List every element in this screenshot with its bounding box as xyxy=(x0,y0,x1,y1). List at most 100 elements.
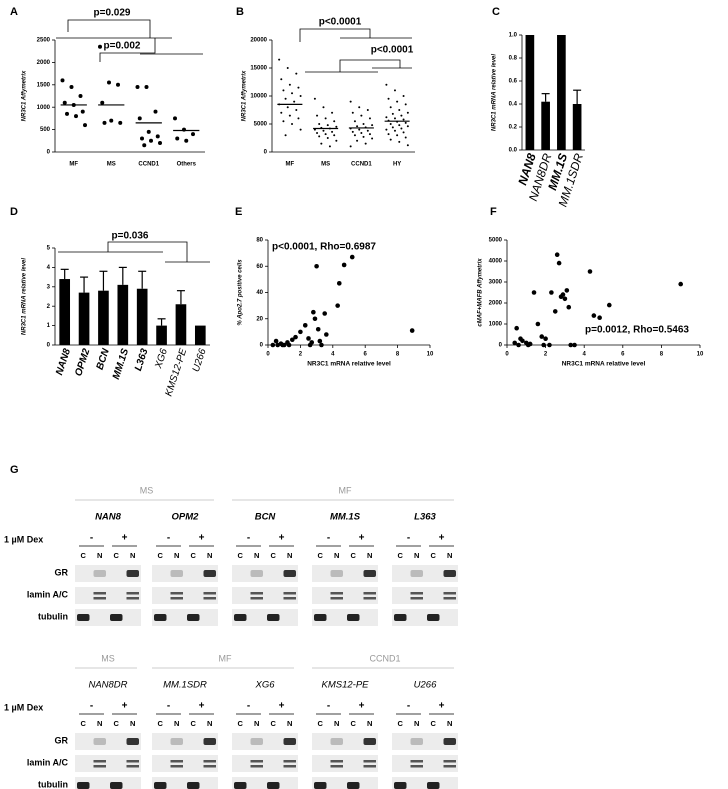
data-point xyxy=(313,97,316,100)
data-point xyxy=(297,117,300,120)
data-point xyxy=(306,336,311,341)
data-point xyxy=(295,72,298,75)
blot-band xyxy=(314,782,327,789)
blot-band xyxy=(283,570,296,577)
y-tick-label: 4 xyxy=(47,265,51,271)
blot-band xyxy=(330,570,343,577)
data-point xyxy=(393,117,396,120)
y-tick-label: 0.0 xyxy=(509,148,518,154)
data-point xyxy=(336,281,342,286)
data-point xyxy=(543,336,548,342)
y-tick-label: 4000 xyxy=(489,259,503,265)
treatment-label: + xyxy=(359,701,365,712)
data-point xyxy=(406,144,409,147)
data-point xyxy=(554,252,560,257)
y-tick-label: 20000 xyxy=(250,38,267,44)
data-point xyxy=(78,94,83,98)
blot-strip xyxy=(75,587,141,604)
x-tick-label: 10 xyxy=(697,352,704,358)
blot-strip xyxy=(232,587,298,604)
data-point xyxy=(356,125,359,128)
y-tick-label: 0 xyxy=(499,343,503,349)
x-tick-label: 8 xyxy=(396,352,400,358)
data-point xyxy=(328,145,331,148)
data-point xyxy=(404,136,407,139)
fraction-label: N xyxy=(207,551,212,560)
fraction-label: N xyxy=(130,551,135,560)
blot-band xyxy=(443,592,456,595)
y-tick-label: 60 xyxy=(256,264,263,270)
data-point xyxy=(331,130,334,133)
fraction-label: C xyxy=(431,719,437,728)
panel-label: A xyxy=(10,6,18,18)
data-point xyxy=(402,131,405,134)
fraction-label: N xyxy=(174,551,179,560)
row-label: GR xyxy=(55,735,69,745)
data-point xyxy=(409,328,415,333)
data-point xyxy=(65,111,69,116)
data-point xyxy=(100,100,105,105)
data-point xyxy=(400,114,403,117)
bar xyxy=(541,101,550,150)
data-point xyxy=(587,269,593,274)
blot-band xyxy=(234,782,247,789)
y-tick-label: 500 xyxy=(40,127,51,133)
blot-band xyxy=(363,570,376,577)
panel-label: B xyxy=(236,6,244,18)
data-point xyxy=(404,103,407,106)
data-point xyxy=(566,304,572,310)
blot-strip xyxy=(392,565,458,582)
data-point xyxy=(389,106,392,109)
data-point xyxy=(387,133,390,136)
blot-strip xyxy=(232,777,298,789)
data-point xyxy=(398,140,401,143)
data-point xyxy=(556,260,562,266)
data-point xyxy=(102,120,107,125)
data-point xyxy=(284,134,287,137)
data-point xyxy=(290,337,295,343)
data-point xyxy=(597,315,602,321)
data-point xyxy=(385,83,388,86)
data-point xyxy=(316,114,319,117)
treatment-label: - xyxy=(407,533,410,544)
blot-band xyxy=(283,592,296,595)
blot-band xyxy=(203,570,216,577)
blot-band xyxy=(126,760,139,763)
data-point xyxy=(297,86,300,89)
data-point xyxy=(307,342,313,348)
fraction-label: C xyxy=(318,551,324,560)
data-point xyxy=(568,342,573,348)
data-point xyxy=(360,114,363,117)
fraction-label: C xyxy=(351,719,357,728)
blot-band xyxy=(410,570,423,577)
data-point xyxy=(547,342,552,348)
data-point xyxy=(389,138,392,141)
fraction-label: N xyxy=(254,551,259,560)
fraction-label: N xyxy=(287,719,292,728)
bar xyxy=(59,279,71,345)
y-tick-label: 1000 xyxy=(37,105,51,111)
treatment-label: + xyxy=(439,533,445,544)
blot-strip xyxy=(75,777,141,789)
fraction-label: C xyxy=(271,719,277,728)
data-point xyxy=(541,342,546,348)
blot-strip xyxy=(152,609,218,626)
fraction-label: C xyxy=(398,551,404,560)
blot-band xyxy=(283,738,296,745)
data-point xyxy=(280,78,283,81)
data-point xyxy=(335,303,340,308)
annotation: p=0.036 xyxy=(112,231,149,242)
fraction-label: N xyxy=(334,551,339,560)
data-point xyxy=(358,128,361,131)
data-point xyxy=(366,109,369,111)
fraction-label: C xyxy=(398,719,404,728)
data-point xyxy=(396,100,399,103)
treatment-label: - xyxy=(247,701,250,712)
treatment-label: + xyxy=(279,701,285,712)
blot-band xyxy=(203,765,216,768)
data-point xyxy=(270,342,276,348)
treatment-label: + xyxy=(199,533,205,544)
blot-band xyxy=(154,614,167,621)
blot-band xyxy=(410,765,423,768)
blot-band xyxy=(363,738,376,745)
